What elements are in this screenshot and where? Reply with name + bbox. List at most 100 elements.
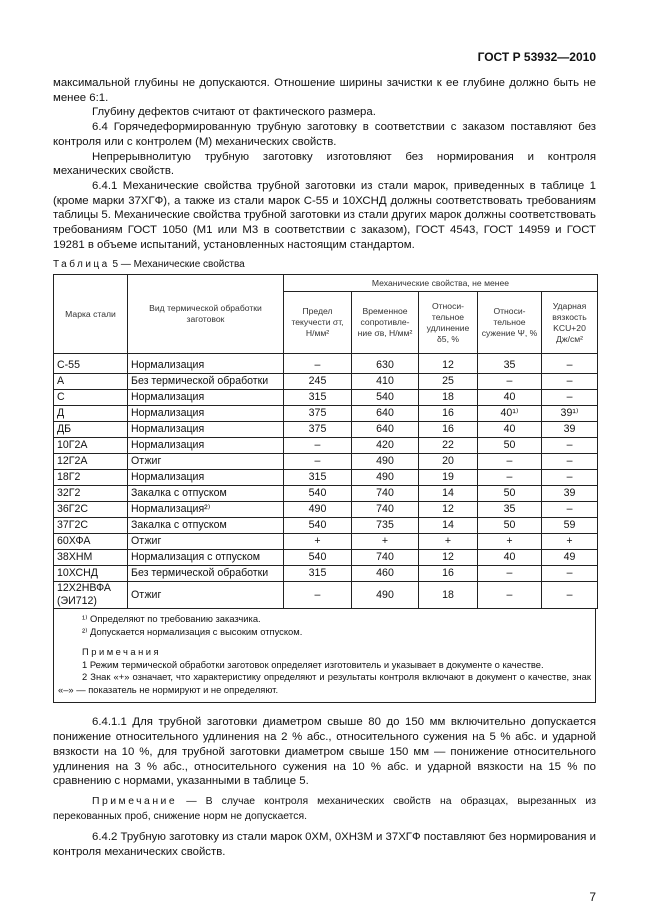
cell-grade: 10Г2А	[53, 437, 128, 455]
paragraph: Глубину дефектов считают от фактического…	[92, 106, 376, 119]
cell-value: 490	[351, 469, 419, 487]
table-row: 36Г2С Нормализация²⁾ 490 740 12 35–	[53, 501, 599, 519]
footnote: ²⁾ Допускается нормализация с высоким от…	[82, 625, 303, 637]
cell-value: –	[283, 453, 352, 471]
cell-grade: 12Х2НВФА (ЭИ712)	[53, 581, 128, 610]
cell-value: 59	[540, 517, 599, 535]
cell-value: 490	[283, 501, 352, 519]
cell-treatment: Нормализация	[127, 469, 284, 487]
cell-value: 39¹⁾	[540, 405, 599, 423]
table-row: 12Г2А Отжиг –490 20– –	[53, 453, 599, 471]
cell-value: 14	[418, 485, 478, 503]
cell-value: –	[540, 453, 599, 471]
cell-treatment: Нормализация	[127, 353, 284, 375]
mechanical-properties-table: Марка стали Вид термической обработки за…	[53, 274, 599, 610]
cell-grade: С	[53, 389, 128, 407]
cell-value: 16	[418, 421, 478, 439]
cell-treatment: Отжиг	[127, 533, 284, 551]
cell-value: 540	[283, 517, 352, 535]
cell-value: –	[540, 581, 599, 610]
cell-value: 49	[540, 549, 599, 567]
cell-treatment: Нормализация	[127, 389, 284, 407]
cell-treatment: Закалка с отпуском	[127, 485, 284, 503]
table-row: А Без термической обработки 245 410 25– –	[53, 373, 599, 391]
table-row: 32Г2 Закалка с отпуском 540 740 14 50 39	[53, 485, 599, 503]
cell-value: 735	[351, 517, 419, 535]
paragraph: 6.4.2 Трубную заготовку из стали марок 0…	[53, 831, 596, 859]
cell-value: 460	[351, 565, 419, 583]
cell-value: –	[540, 501, 599, 519]
cell-value: 245	[283, 373, 352, 391]
table-row: 37Г2С Закалка с отпуском 540 735 14 50 59	[53, 517, 599, 535]
cell-value: 40	[477, 549, 542, 567]
subheader: Временное сопротивле-ние σв, Н/мм²	[351, 291, 419, 355]
cell-treatment: Нормализация²⁾	[127, 501, 284, 519]
cell-value: 40¹⁾	[477, 405, 542, 423]
paragraph: 6.4.1 Механические свойства трубной заго…	[53, 179, 596, 251]
table-row: 18Г2 Нормализация 315 490 19– –	[53, 469, 599, 487]
table-row: С Нормализация 315 540 18 40–	[53, 389, 599, 407]
cell-grade: 10ХСНД	[53, 565, 128, 583]
table-row: 10Г2А Нормализация –420 22 50–	[53, 437, 599, 455]
cell-treatment: Отжиг	[127, 581, 284, 610]
subheader: Ударная вязкость KCU+20 Дж/см²	[540, 291, 599, 355]
table-wrapper: Марка стали Вид термической обработки за…	[53, 274, 599, 704]
table-row: Д Нормализация 375 640 16 40¹⁾ 39¹⁾	[53, 405, 599, 423]
table-row: ДБ Нормализация 375 640 16 40 39	[53, 421, 599, 439]
cell-value: –	[477, 565, 542, 583]
cell-grade: 12Г2А	[53, 453, 128, 471]
cell-value: –	[540, 389, 599, 407]
standard-header: ГОСТ Р 53932—2010	[477, 50, 596, 64]
table-row: 10ХСНД Без термической обработки 315 460 16–…	[53, 565, 599, 583]
cell-value: –	[540, 565, 599, 583]
page-number: 7	[589, 889, 596, 904]
table-caption: Таблица 5 — Механические свойства	[53, 259, 245, 271]
subheader: Относи-тельное удлинение δ5, %	[418, 291, 478, 355]
cell-value: –	[283, 353, 352, 375]
table-row: С-55 Нормализация –630 12 35–	[53, 353, 599, 375]
cell-value: 39	[540, 421, 599, 439]
table-row: 38ХНМ Нормализация с отпуском 540 740 12 40 49	[53, 549, 599, 567]
cell-grade: 32Г2	[53, 485, 128, 503]
cell-value: 50	[477, 485, 542, 503]
cell-value: 35	[477, 501, 542, 519]
subheader: Предел текучести σт, Н/мм²	[283, 291, 352, 355]
cell-value: –	[540, 353, 599, 375]
cell-grade: Д	[53, 405, 128, 423]
cell-value: 640	[351, 405, 419, 423]
cell-value: –	[477, 453, 542, 471]
header-treatment: Вид термической обработки заготовок	[127, 274, 284, 355]
table-notes: ¹⁾ Определяют по требованию заказчика. ²…	[53, 609, 596, 704]
cell-treatment: Без термической обработки	[127, 373, 284, 391]
note: 2 Знак «+» означает, что характеристику …	[58, 671, 591, 695]
cell-value: 540	[351, 389, 419, 407]
cell-value: 540	[283, 485, 352, 503]
notes-title: Примечания	[82, 646, 162, 658]
cell-grade: 37Г2С	[53, 517, 128, 535]
cell-value: 410	[351, 373, 419, 391]
cell-value: 18	[418, 581, 478, 610]
cell-value: 630	[351, 353, 419, 375]
cell-value: 740	[351, 549, 419, 567]
cell-grade: 36Г2С	[53, 501, 128, 519]
cell-value: –	[283, 581, 352, 610]
table-row: 60ХФА Отжиг + + + + +	[53, 533, 599, 551]
cell-value: –	[477, 469, 542, 487]
note: 1 Режим термической обработки заготовок …	[82, 658, 544, 670]
subheader: Относи-тельное сужение Ψ, %	[477, 291, 542, 355]
cell-value: 315	[283, 389, 352, 407]
cell-value: 12	[418, 353, 478, 375]
top-text: максимальной глубины не допускаются. Отн…	[53, 76, 596, 252]
paragraph: максимальной глубины не допускаются. Отн…	[53, 77, 596, 104]
cell-value: 315	[283, 565, 352, 583]
cell-grade: 38ХНМ	[53, 549, 128, 567]
note-paragraph: Примечание — В случае контроля механичес…	[53, 795, 596, 822]
cell-value: 39	[540, 485, 599, 503]
cell-value: –	[540, 437, 599, 455]
cell-value: +	[477, 533, 542, 551]
cell-grade: С-55	[53, 353, 128, 375]
cell-grade: А	[53, 373, 128, 391]
cell-value: –	[540, 469, 599, 487]
cell-value: 22	[418, 437, 478, 455]
